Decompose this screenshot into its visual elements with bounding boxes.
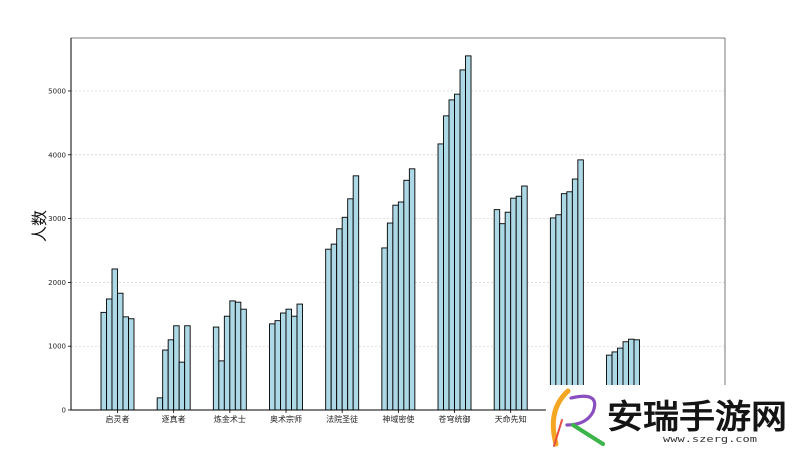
y-tick-label: 5000 xyxy=(48,87,66,95)
bar xyxy=(178,361,186,411)
bar xyxy=(515,195,523,411)
bar xyxy=(167,339,175,411)
watermark: 安瑞手游网 www.szerg.com xyxy=(546,385,800,452)
bar xyxy=(577,159,584,411)
bar xyxy=(381,247,388,411)
bars xyxy=(100,55,640,411)
y-tick-label: 0 xyxy=(62,407,66,415)
bar xyxy=(111,268,118,411)
bar xyxy=(285,308,292,411)
bar xyxy=(510,197,517,411)
y-axis-ticks: 0 1000 2000 3000 4000 5000 xyxy=(48,87,71,415)
x-tick-label: 苍穹统御 xyxy=(439,414,471,424)
bar xyxy=(280,312,287,411)
bar xyxy=(229,300,236,411)
x-axis-ticks: 启灵者 逐真者 炼金术士 奥术宗师 法院圣徒 神域密使 苍穹统御 天命先知 xyxy=(106,410,624,424)
y-axis-label: 人数 xyxy=(30,210,49,242)
bar xyxy=(465,55,472,411)
bar xyxy=(128,318,135,411)
bar xyxy=(521,185,528,411)
bar xyxy=(274,320,281,411)
y-tick-label: 4000 xyxy=(48,151,66,159)
x-tick-label: 启灵者 xyxy=(106,414,130,424)
x-tick-label: 奥术宗师 xyxy=(270,414,302,424)
bar xyxy=(296,303,303,411)
bar xyxy=(184,325,191,411)
bar xyxy=(223,315,231,411)
bar xyxy=(454,93,461,411)
x-tick-label: 逐真者 xyxy=(162,414,186,424)
bar xyxy=(347,198,354,411)
y-tick-label: 2000 xyxy=(48,279,66,287)
bar xyxy=(336,228,343,411)
y-tick-label: 3000 xyxy=(48,215,66,223)
bar xyxy=(403,179,410,411)
bar xyxy=(218,360,225,411)
bar xyxy=(397,201,405,411)
bar xyxy=(325,248,332,411)
bar xyxy=(549,217,557,411)
bar xyxy=(173,325,180,411)
bar xyxy=(234,301,242,411)
bar xyxy=(392,204,399,411)
bar xyxy=(443,115,450,411)
x-tick-label: 神域密使 xyxy=(382,414,414,424)
watermark-brand: 安瑞手游网 xyxy=(607,397,787,436)
bar xyxy=(156,397,164,411)
bar xyxy=(162,349,169,411)
x-tick-label: 法院圣徒 xyxy=(326,414,358,424)
stylized-r-logo-icon xyxy=(550,388,605,447)
x-tick-label: 炼金术士 xyxy=(214,414,246,424)
bar xyxy=(560,193,568,411)
bar xyxy=(341,216,349,411)
bar xyxy=(330,243,338,411)
bar xyxy=(269,323,276,411)
bar xyxy=(117,292,124,411)
bar xyxy=(437,143,444,411)
bar xyxy=(566,191,573,411)
bar xyxy=(499,223,506,411)
bar xyxy=(100,311,107,411)
y-tick-label: 1000 xyxy=(48,343,66,351)
bar xyxy=(352,175,360,411)
grid-lines xyxy=(71,90,725,347)
bar xyxy=(240,308,247,411)
bar xyxy=(106,298,113,411)
x-tick-label: 天命先知 xyxy=(495,414,527,424)
watermark-url: www.szerg.com xyxy=(663,435,757,445)
bar xyxy=(408,168,416,411)
bar xyxy=(386,222,394,411)
bar xyxy=(571,178,579,411)
bar xyxy=(459,69,466,411)
bar xyxy=(122,316,129,411)
bar xyxy=(448,99,455,411)
bar xyxy=(291,315,298,411)
bar xyxy=(493,209,501,411)
bar xyxy=(504,211,512,411)
bar xyxy=(555,214,562,411)
bar xyxy=(212,326,220,411)
